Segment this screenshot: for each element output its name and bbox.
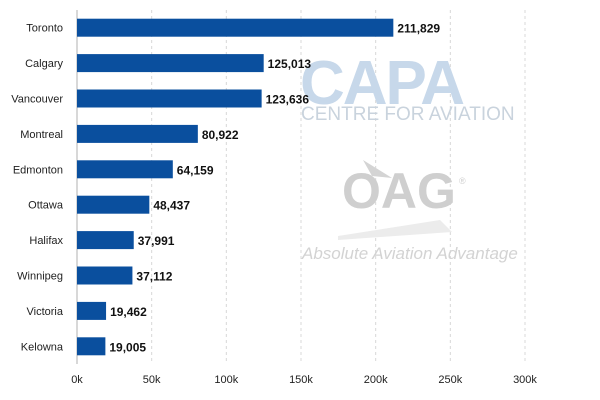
category-label: Montreal [20, 129, 63, 141]
category-labels: Toronto Calgary Vancouver Montreal Edmonton O… [11, 23, 64, 354]
x-tick-label: 100k [214, 374, 238, 386]
category-label: Ottawa [28, 200, 64, 212]
x-tick-label: 150k [289, 374, 313, 386]
category-label: Edmonton [13, 164, 63, 176]
oag-registered-mark: ® [459, 176, 466, 186]
bar [77, 124, 198, 143]
value-labels: 211,829 125,013 123,636 80,922 64,159 48,437 3… [109, 22, 440, 355]
data-label: 125,013 [268, 57, 312, 71]
data-label: 48,437 [153, 199, 190, 213]
data-label: 80,922 [202, 128, 239, 142]
oag-swoosh-icon [363, 160, 392, 178]
data-label: 64,159 [177, 163, 214, 177]
data-label: 19,462 [110, 305, 147, 319]
category-label: Victoria [27, 306, 64, 318]
oag-watermark: OAG [342, 163, 456, 219]
capa-subtitle-watermark: CENTRE FOR AVIATION [301, 104, 515, 125]
bar [77, 18, 394, 37]
bar [77, 195, 150, 214]
bar [77, 301, 107, 320]
data-label: 37,112 [136, 270, 172, 284]
category-label: Kelowna [21, 341, 64, 353]
category-label: Halifax [29, 235, 63, 247]
bar [77, 337, 106, 356]
category-label: Toronto [26, 23, 63, 35]
bars [77, 18, 394, 356]
x-tick-label: 50k [143, 374, 161, 386]
watermark: CAPA CENTRE FOR AVIATION OAG ® Absolute … [300, 49, 518, 263]
data-label: 211,829 [397, 22, 440, 36]
oag-tagline-watermark: Absolute Aviation Advantage [301, 244, 518, 263]
bar [77, 231, 134, 250]
bar [77, 160, 173, 179]
bar [77, 89, 262, 108]
data-label: 123,636 [266, 93, 310, 107]
x-axis-ticks: 0k 50k 100k 150k 200k 250k 300k [71, 374, 537, 386]
data-label: 37,991 [138, 234, 175, 248]
capa-watermark: CAPA [300, 49, 464, 118]
x-tick-label: 300k [513, 374, 537, 386]
x-tick-label: 200k [364, 374, 388, 386]
data-label: 19,005 [109, 340, 146, 354]
bar [77, 266, 133, 285]
bar [77, 54, 264, 73]
oag-wing-icon [338, 220, 452, 240]
x-tick-label: 250k [438, 374, 462, 386]
x-tick-label: 0k [71, 374, 83, 386]
category-label: Winnipeg [17, 271, 63, 283]
category-label: Vancouver [11, 94, 63, 106]
category-label: Calgary [25, 58, 63, 70]
